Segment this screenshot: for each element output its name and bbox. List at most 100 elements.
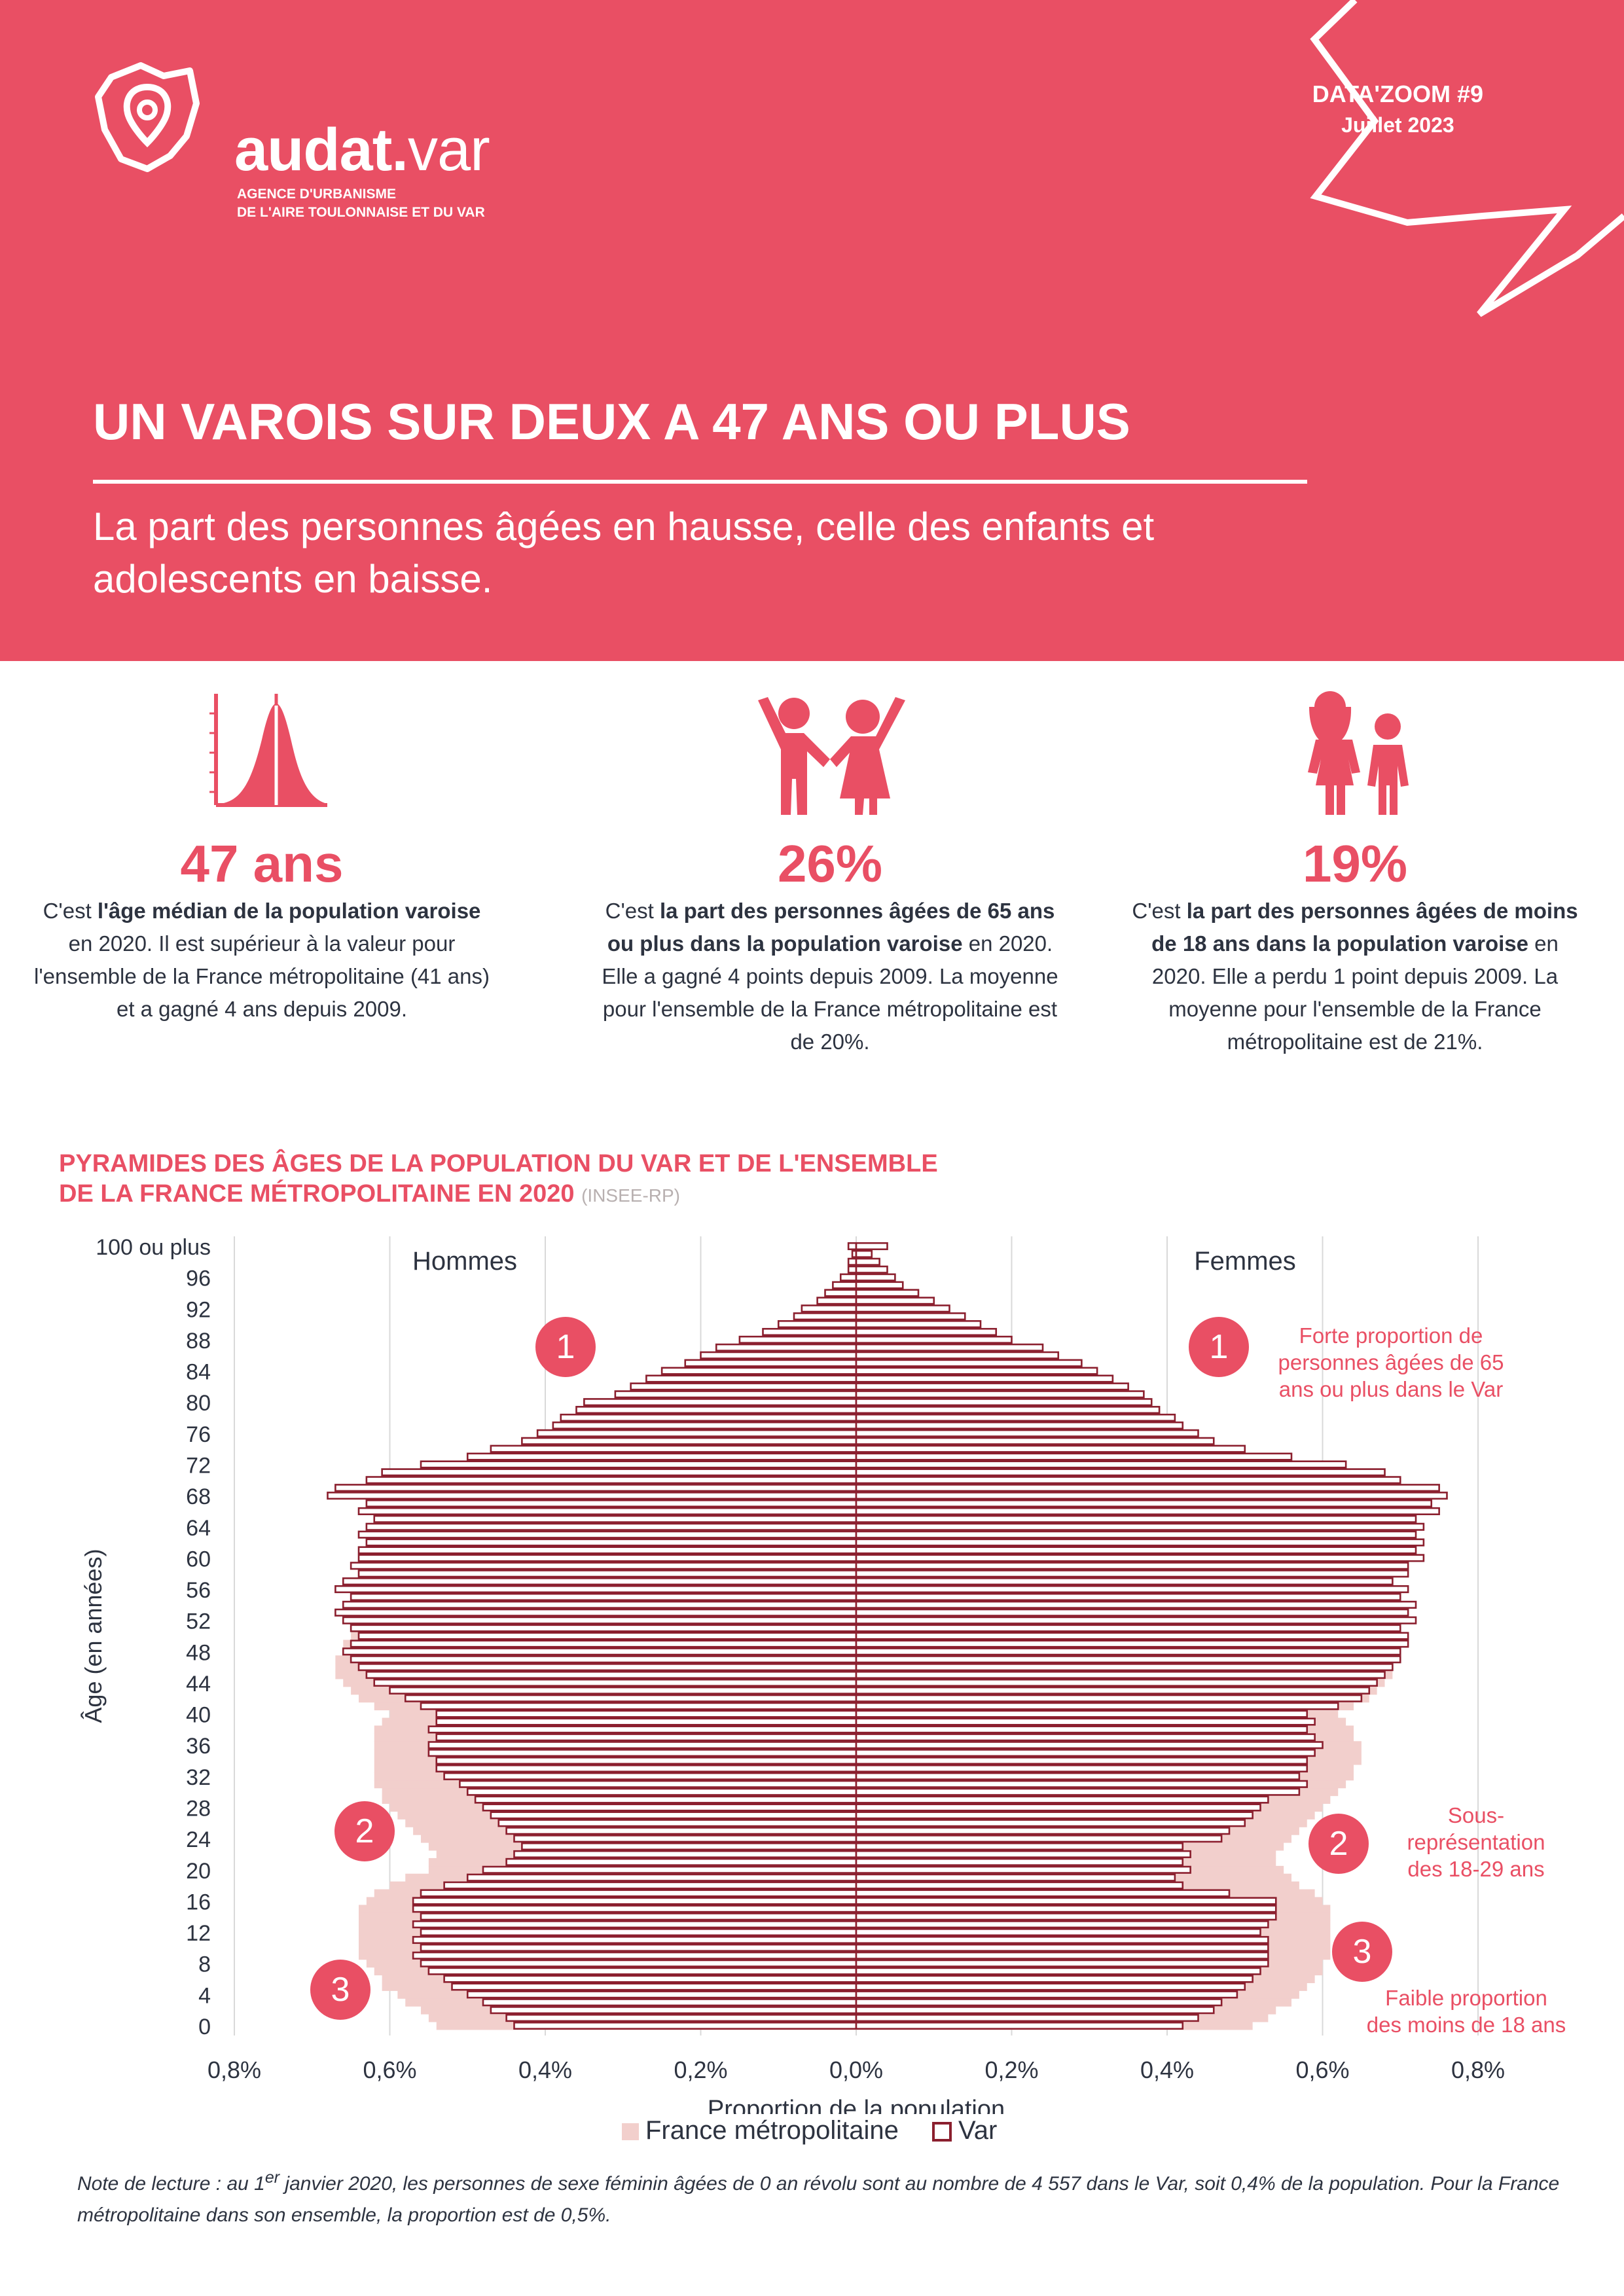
legend-item-france: France métropolitaine [622, 2116, 899, 2145]
bar-var-women [855, 1835, 1223, 1843]
stat-text-pre: C'est [1132, 899, 1187, 923]
reading-note: Note de lecture : au 1er janvier 2020, l… [77, 2162, 1583, 2231]
y-tick-label: 56 [186, 1578, 211, 1603]
bar-var-men [443, 1772, 857, 1780]
bar-var-men [435, 1710, 857, 1718]
annotation-number: 2 [1329, 1825, 1348, 1863]
bar-var-men [490, 1811, 857, 1820]
bar-var-women [855, 1905, 1277, 1913]
bar-var-women [855, 1406, 1161, 1414]
bar-var-women [855, 1928, 1261, 1937]
bar-var-men [482, 1865, 857, 1874]
bar-var-men [357, 1632, 857, 1640]
bar-var-men [824, 1289, 857, 1297]
title-divider [93, 480, 1307, 484]
stat-text: C'est la part des personnes âgées de moi… [1126, 895, 1584, 1058]
bar-var-women [855, 1570, 1409, 1578]
bar-var-women [855, 1749, 1316, 1757]
elderly-couple-icon [758, 697, 905, 815]
bar-var-women [855, 1733, 1316, 1742]
note-rest: janvier 2020, les personnes de sexe fémi… [77, 2173, 1560, 2226]
bar-var-women [855, 1935, 1269, 1945]
annotation-text: ans ou plus dans le Var [1279, 1377, 1503, 1401]
bar-var-women [855, 1702, 1339, 1710]
bar-var-women [855, 1663, 1394, 1672]
bar-var-women [855, 1990, 1238, 1999]
y-tick-label: 72 [186, 1453, 211, 1478]
bar-var-men [327, 1492, 857, 1500]
bar-var-men [474, 1795, 857, 1804]
logo-name-main: audat. [234, 117, 408, 183]
bar-var-women [855, 1951, 1269, 1960]
bar-var-women [855, 1710, 1308, 1718]
bar-var-men [435, 1733, 857, 1742]
bar-var-men [412, 1920, 857, 1929]
page-subtitle: La part des personnes âgées en hausse, c… [93, 505, 1155, 601]
bar-var-men [801, 1304, 857, 1313]
annotation-text: Faible proportion [1385, 1986, 1547, 2010]
bar-var-women [855, 1312, 966, 1321]
bar-var-men [839, 1273, 857, 1282]
bar-var-women [855, 1257, 880, 1266]
bar-var-men [847, 1242, 857, 1251]
chart-title-line-1: PYRAMIDES DES ÂGES DE LA POPULATION DU V… [59, 1150, 938, 1177]
bar-var-women [855, 1273, 896, 1282]
legend-swatch-var [931, 2122, 952, 2142]
bar-var-women [855, 1374, 1114, 1383]
bar-var-women [855, 1881, 1184, 1890]
bar-var-women [855, 1382, 1129, 1391]
bar-var-men [536, 1429, 857, 1437]
bar-var-women [855, 1476, 1401, 1484]
annotation-marker [1189, 1317, 1249, 1377]
bar-var-women [855, 1281, 904, 1289]
bar-var-women [855, 1857, 1184, 1866]
bar-var-men [342, 1616, 857, 1624]
bar-var-women [855, 1492, 1448, 1500]
bar-var-men [497, 1819, 857, 1827]
bar-var-women [855, 1507, 1440, 1516]
bar-var-women [855, 1959, 1269, 1967]
bar-var-men [645, 1374, 857, 1383]
distribution-curve-icon [209, 694, 327, 807]
note-prefix: Note de lecture : au 1 [77, 2173, 265, 2195]
y-tick-label: 16 [186, 1890, 211, 1914]
bar-var-men [373, 1515, 857, 1523]
bar-var-men [490, 1444, 857, 1453]
bar-var-women [855, 1460, 1347, 1469]
annotation-text: des moins de 18 ans [1367, 2013, 1566, 2037]
logo-wordmark: audat.var [234, 120, 490, 180]
y-tick-label: 88 [186, 1329, 211, 1354]
age-pyramid-chart: 0481216202428323640444852566064687276808… [80, 1235, 1566, 2114]
bar-var-women [855, 1975, 1254, 1983]
legend-swatch-france [622, 2123, 639, 2141]
annotation-text: Forte proportion de [1299, 1323, 1483, 1348]
bar-var-men [334, 1484, 857, 1492]
bar-var-women [855, 1499, 1433, 1508]
header-banner: audat.var AGENCE D'URBANISME DE L'AIRE T… [0, 0, 1624, 661]
x-axis-label: Proportion de la population [708, 2096, 1005, 2114]
bar-var-women [855, 1585, 1409, 1594]
bar-var-women [855, 1452, 1293, 1461]
bar-var-women [855, 1795, 1269, 1804]
bar-var-men [357, 1546, 857, 1554]
bar-var-men [614, 1390, 857, 1399]
bar-var-women [855, 1351, 1060, 1359]
chart-title-line-2: DE LA FRANCE MÉTROPOLITAINE EN 2020 (INS… [59, 1179, 938, 1211]
bar-var-women [855, 1249, 873, 1258]
stat-65-plus: 26% C'est la part des personnes âgées de… [601, 687, 1059, 1058]
logo-tagline: AGENCE D'URBANISME DE L'AIRE TOULONNAISE… [237, 185, 604, 222]
bar-var-men [552, 1421, 857, 1429]
x-tick-label: 0,2% [984, 2056, 1038, 2083]
bar-var-men [435, 1717, 857, 1726]
annotation-marker [310, 1960, 370, 2020]
stat-value: 26% [777, 834, 883, 893]
bar-var-women [855, 1367, 1098, 1375]
y-tick-label: 28 [186, 1797, 211, 1821]
bar-var-men [420, 1943, 857, 1952]
annotation-text: représentation [1407, 1830, 1545, 1854]
bar-var-women [855, 1421, 1184, 1429]
x-tick-label: 0,0% [829, 2056, 883, 2083]
bar-var-men [404, 1694, 857, 1702]
x-tick-label: 0,8% [1451, 2056, 1505, 2083]
bar-var-men [350, 1655, 857, 1664]
